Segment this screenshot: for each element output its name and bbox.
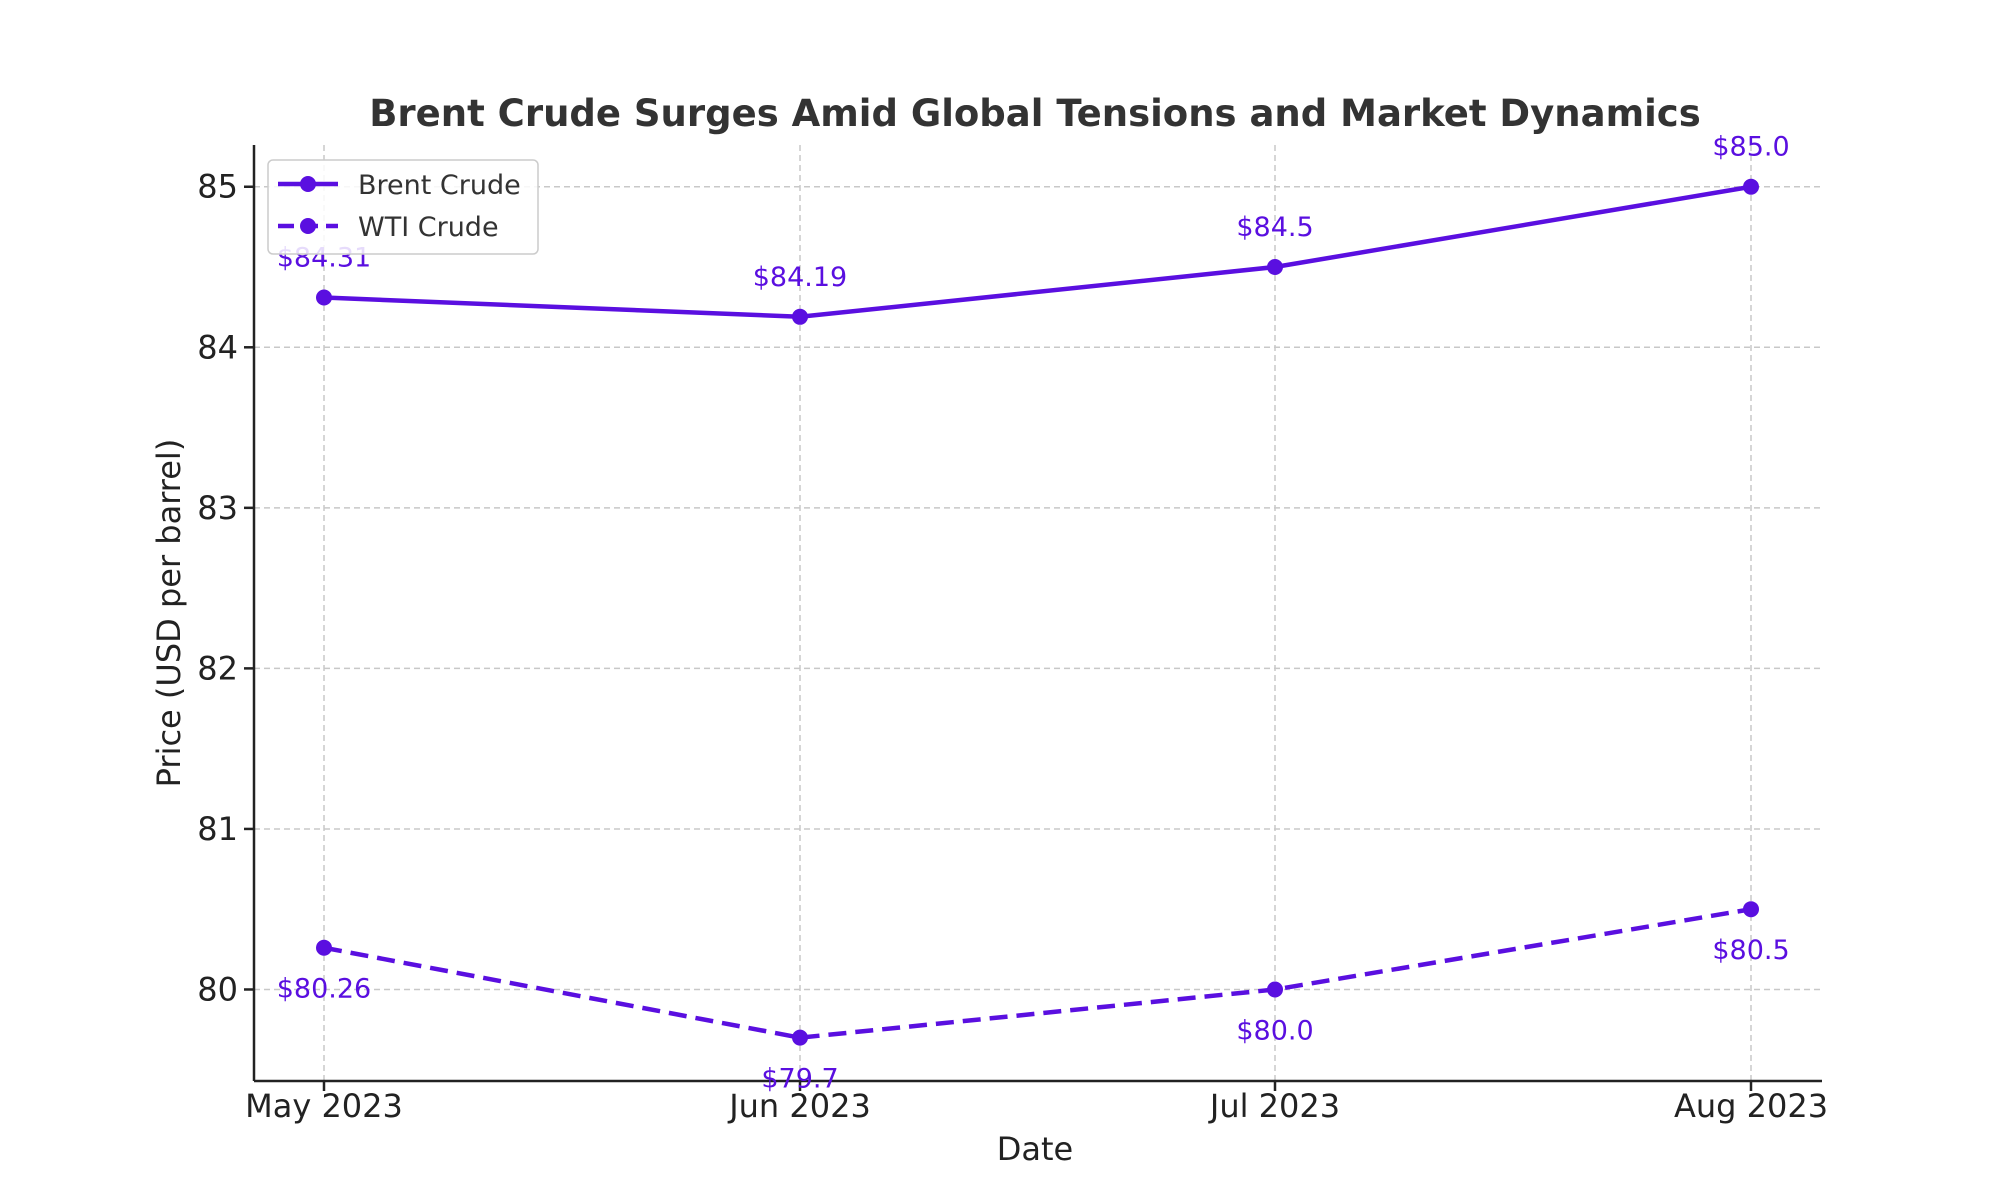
data-label-wti-crude: $80.5 xyxy=(1712,935,1789,966)
y-tick-label: 82 xyxy=(197,649,238,687)
legend-marker-brent-crude xyxy=(300,176,316,192)
series-layer xyxy=(316,178,1759,1046)
data-point-wti-crude xyxy=(316,939,332,956)
x-tick-label: Aug 2023 xyxy=(1674,1087,1828,1125)
data-label-wti-crude: $79.7 xyxy=(761,1064,838,1095)
legend: Brent Crude WTI Crude xyxy=(267,159,539,255)
y-tick-label: 84 xyxy=(197,328,238,366)
y-tick-label: 80 xyxy=(197,970,238,1008)
data-point-wti-crude xyxy=(1743,901,1759,918)
y-tick-label: 83 xyxy=(197,489,238,527)
data-point-brent-crude xyxy=(1267,259,1283,276)
data-point-brent-crude xyxy=(1743,178,1759,195)
data-point-wti-crude xyxy=(1267,981,1283,998)
y-tick-label: 81 xyxy=(197,810,238,848)
legend-label-brent-crude: Brent Crude xyxy=(358,170,521,201)
chart-title: Brent Crude Surges Amid Global Tensions … xyxy=(369,92,1701,135)
data-labels: $84.31$84.19$84.5$85.0$80.26$79.7$80.0$8… xyxy=(277,132,1790,1095)
data-point-brent-crude xyxy=(792,308,808,325)
data-label-wti-crude: $80.0 xyxy=(1236,1015,1313,1046)
x-tick-label: May 2023 xyxy=(245,1087,403,1125)
grid-lines xyxy=(254,145,1822,1081)
axis-ticks: 80 81 82 83 84 85 May 2023 Jun 2023 Jul 2023 Aug … xyxy=(197,168,1828,1125)
x-axis-label: Date xyxy=(997,1130,1073,1168)
series-line-wti-crude xyxy=(323,906,1752,1040)
x-tick-label: Jul 2023 xyxy=(1208,1087,1340,1125)
data-point-wti-crude xyxy=(792,1029,808,1046)
data-label-wti-crude: $80.26 xyxy=(277,974,371,1005)
data-label-brent-crude: $85.0 xyxy=(1712,132,1789,163)
y-axis-label: Price (USD per barrel) xyxy=(150,439,188,788)
legend-label-wti-crude: WTI Crude xyxy=(358,212,499,243)
series-line-brent-crude xyxy=(323,184,1752,320)
x-tick-label: Jun 2023 xyxy=(727,1087,871,1125)
data-point-brent-crude xyxy=(316,289,332,306)
data-label-brent-crude: $84.19 xyxy=(753,262,847,293)
legend-marker-wti-crude xyxy=(300,218,316,234)
y-tick-label: 85 xyxy=(197,168,238,206)
data-label-brent-crude: $84.5 xyxy=(1236,212,1313,243)
axes-spines xyxy=(252,145,1822,1083)
